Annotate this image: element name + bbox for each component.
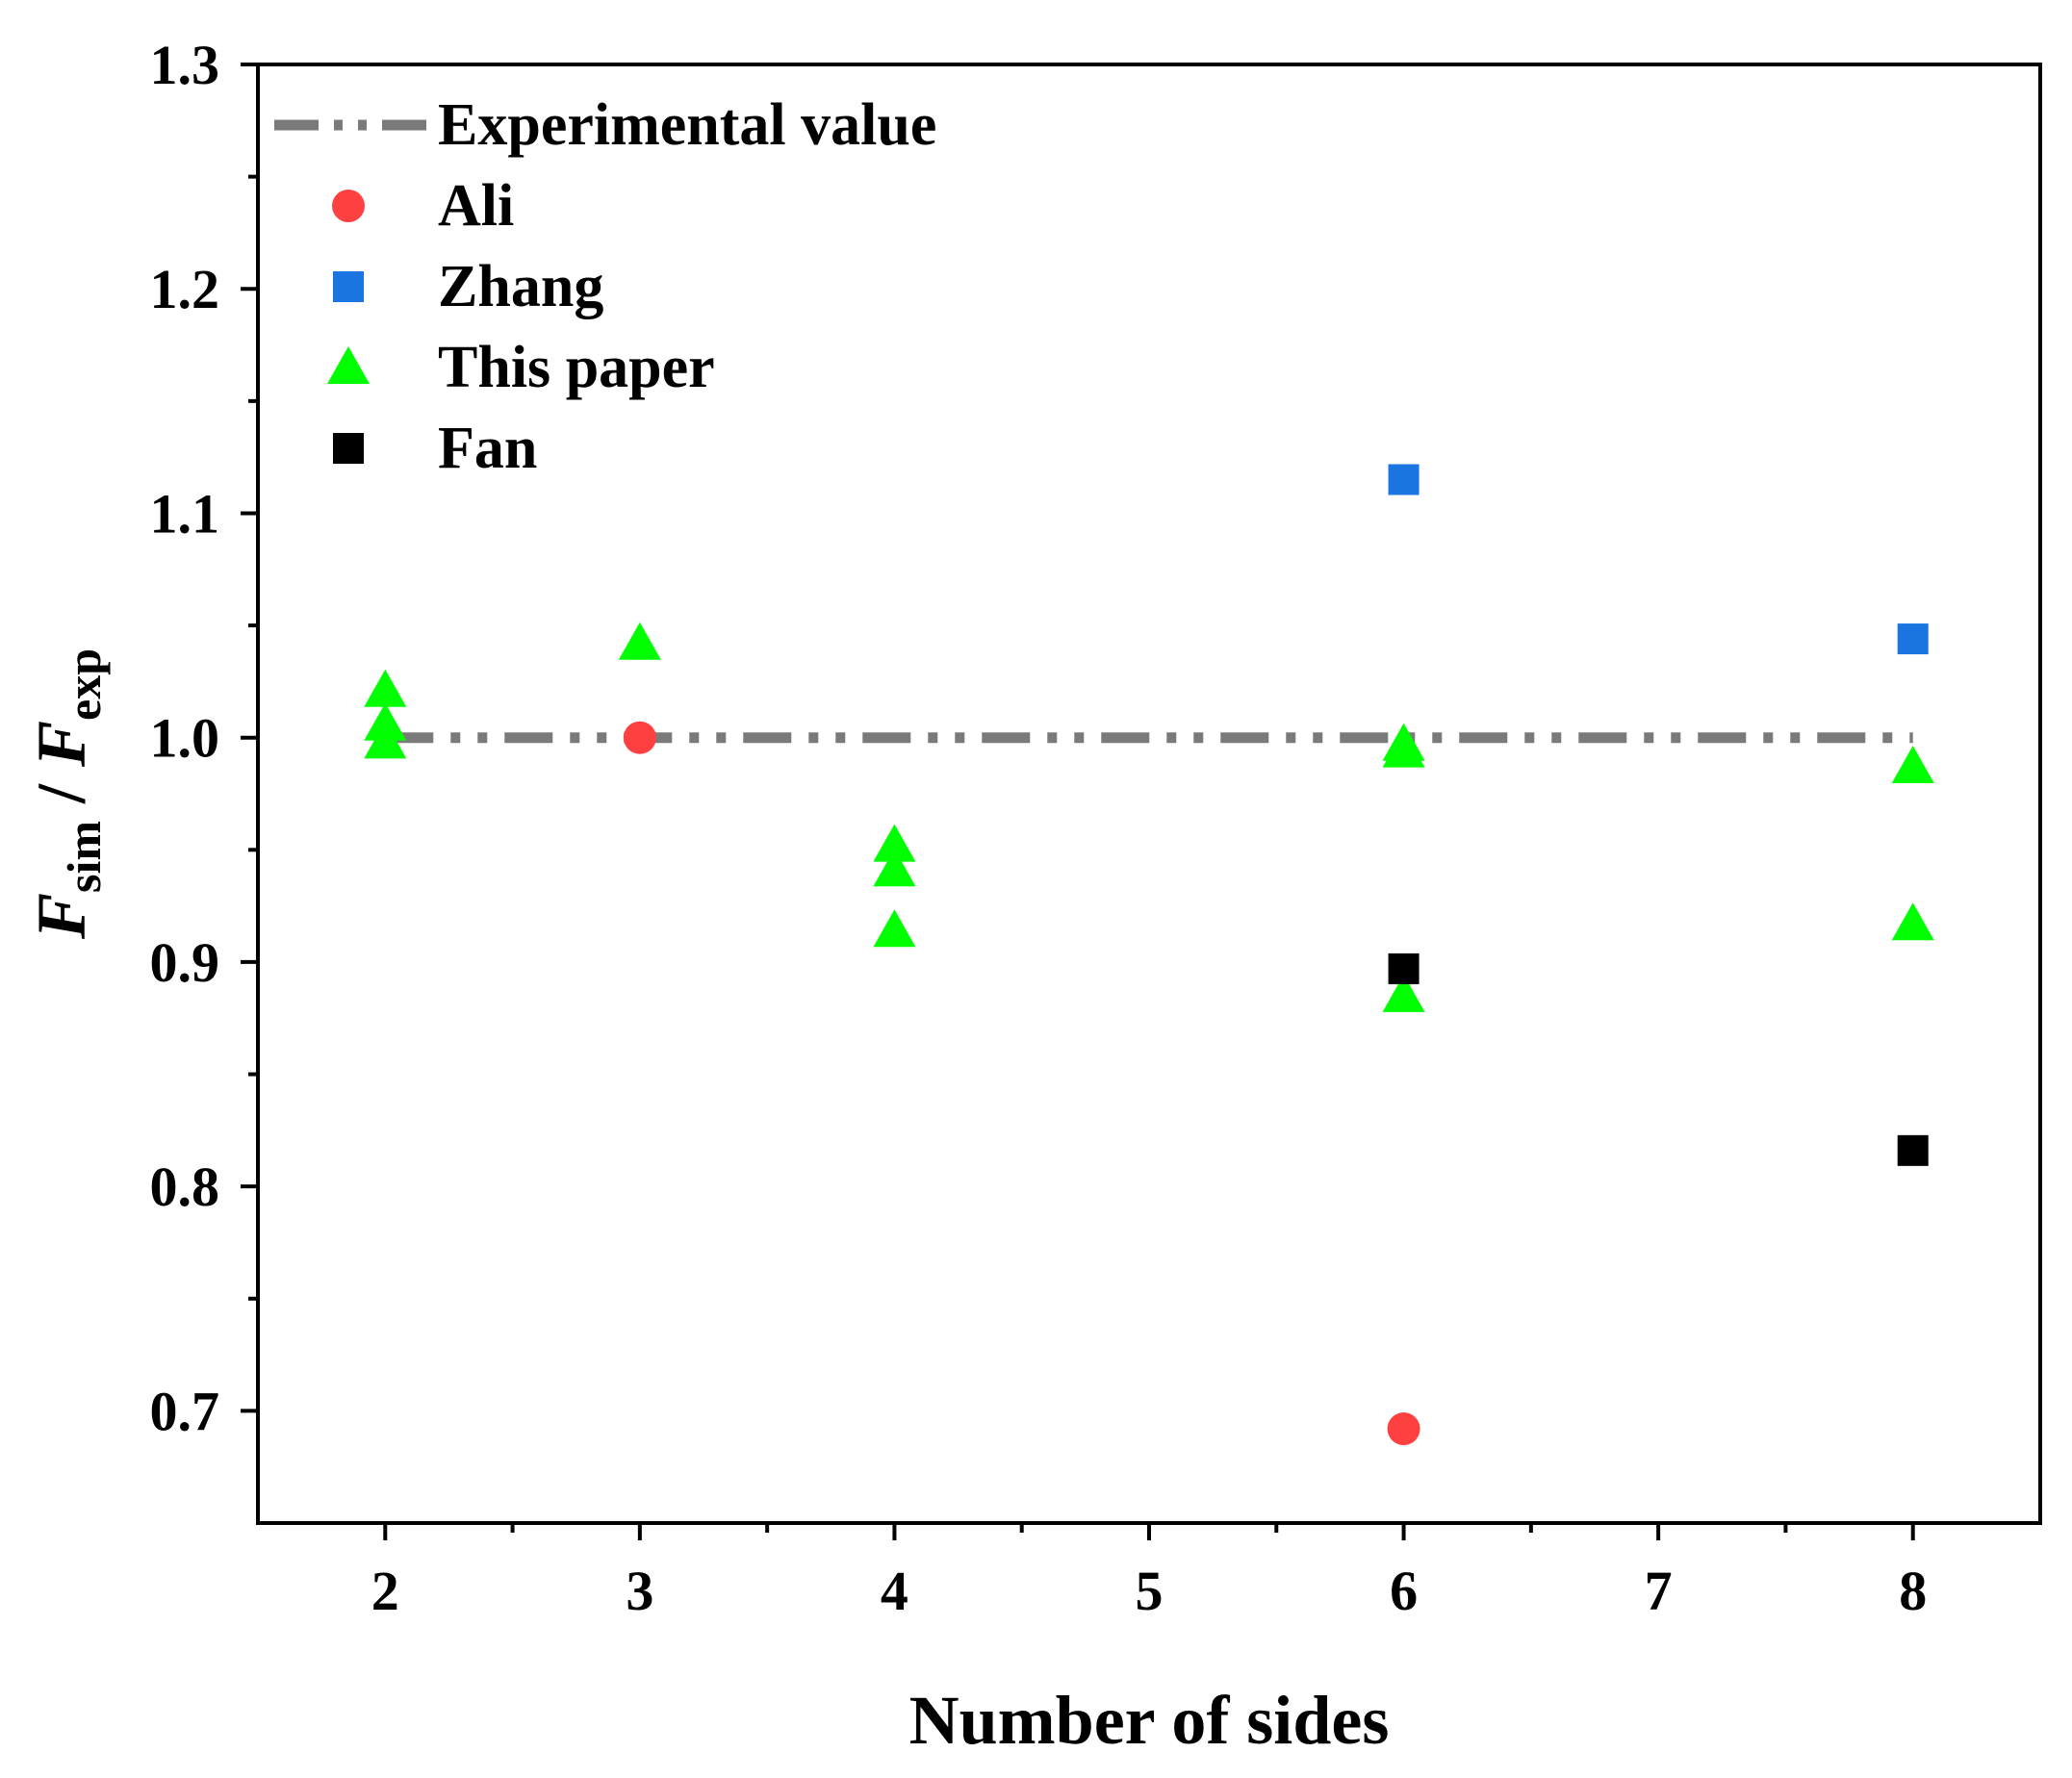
y-axis-title-f1: F xyxy=(23,893,100,940)
y-tick-label: 1.3 xyxy=(150,34,220,96)
data-points xyxy=(364,464,1934,1446)
point-this-paper xyxy=(873,909,916,948)
legend-this-paper-label: This paper xyxy=(438,335,715,400)
y-axis-title: Fsim / Fexp xyxy=(23,648,111,940)
point-zhang xyxy=(1897,623,1929,655)
point-fan xyxy=(1388,952,1420,984)
y-tick-label: 1.0 xyxy=(150,707,220,770)
y-axis-title-sub1: sim xyxy=(57,821,111,893)
legend-zhang-label: Zhang xyxy=(438,254,603,319)
legend-fan-swatch xyxy=(333,433,364,464)
point-this-paper xyxy=(1891,902,1934,941)
x-tick-label: 6 xyxy=(1390,1560,1418,1622)
point-this-paper xyxy=(1382,974,1425,1012)
x-tick-label: 8 xyxy=(1899,1560,1927,1622)
y-tick-label: 0.9 xyxy=(150,931,220,994)
x-tick-label: 5 xyxy=(1136,1560,1164,1622)
x-tick-label: 7 xyxy=(1645,1560,1673,1622)
point-this-paper xyxy=(364,669,407,707)
legend: Experimental value Ali Zhang This paper Fan xyxy=(274,92,936,481)
legend-experimental-value-label: Experimental value xyxy=(438,92,936,158)
tick-labels: 2 3 4 5 6 7 8 0.7 0.8 0.9 1.0 1.1 1.2 1.3 xyxy=(150,34,1928,1622)
point-this-paper xyxy=(873,824,916,862)
point-this-paper xyxy=(364,721,407,759)
y-tick-label: 1.1 xyxy=(150,482,220,545)
point-this-paper xyxy=(1891,746,1934,784)
point-zhang xyxy=(1388,464,1420,495)
legend-this-paper-swatch xyxy=(327,346,370,384)
x-axis-title: Number of sides xyxy=(909,1682,1390,1759)
point-this-paper xyxy=(618,622,661,660)
point-this-paper xyxy=(1382,729,1425,768)
axis-ticks xyxy=(241,63,1915,1540)
y-tick-label: 1.2 xyxy=(150,258,220,320)
legend-zhang-swatch xyxy=(333,271,364,302)
x-tick-label: 4 xyxy=(881,1560,908,1622)
legend-ali-label: Ali xyxy=(438,173,514,239)
legend-fan-label: Fan xyxy=(438,416,537,481)
point-ali xyxy=(1387,1412,1420,1446)
x-tick-label: 2 xyxy=(371,1560,399,1622)
point-this-paper xyxy=(873,849,916,887)
x-tick-label: 3 xyxy=(626,1560,653,1622)
y-axis-title-sep: / xyxy=(23,767,100,821)
point-ali xyxy=(623,721,656,754)
y-axis-title-sub2: exp xyxy=(57,648,111,721)
y-tick-label: 0.7 xyxy=(150,1380,220,1442)
y-tick-label: 0.8 xyxy=(150,1156,220,1218)
legend-ali-swatch xyxy=(332,190,365,222)
point-fan xyxy=(1897,1134,1929,1166)
y-axis-title-f2: F xyxy=(23,721,100,768)
